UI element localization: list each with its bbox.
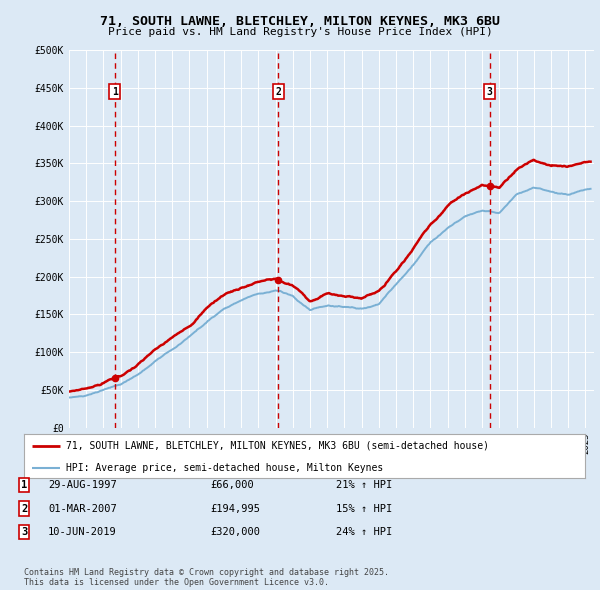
Text: Contains HM Land Registry data © Crown copyright and database right 2025.
This d: Contains HM Land Registry data © Crown c… [24,568,389,587]
Text: 2: 2 [21,504,27,513]
Text: 10-JUN-2019: 10-JUN-2019 [48,527,117,537]
Text: 21% ↑ HPI: 21% ↑ HPI [336,480,392,490]
Text: 15% ↑ HPI: 15% ↑ HPI [336,504,392,513]
Text: Price paid vs. HM Land Registry's House Price Index (HPI): Price paid vs. HM Land Registry's House … [107,27,493,37]
Text: 71, SOUTH LAWNE, BLETCHLEY, MILTON KEYNES, MK3 6BU: 71, SOUTH LAWNE, BLETCHLEY, MILTON KEYNE… [100,15,500,28]
Text: 71, SOUTH LAWNE, BLETCHLEY, MILTON KEYNES, MK3 6BU (semi-detached house): 71, SOUTH LAWNE, BLETCHLEY, MILTON KEYNE… [66,441,489,451]
Text: 01-MAR-2007: 01-MAR-2007 [48,504,117,513]
Text: £194,995: £194,995 [210,504,260,513]
Text: 29-AUG-1997: 29-AUG-1997 [48,480,117,490]
Text: 1: 1 [21,480,27,490]
Text: 24% ↑ HPI: 24% ↑ HPI [336,527,392,537]
Text: 3: 3 [487,87,493,97]
Text: 1: 1 [112,87,118,97]
Text: £320,000: £320,000 [210,527,260,537]
Text: HPI: Average price, semi-detached house, Milton Keynes: HPI: Average price, semi-detached house,… [66,463,383,473]
Text: £66,000: £66,000 [210,480,254,490]
Text: 2: 2 [275,87,281,97]
Text: 3: 3 [21,527,27,537]
